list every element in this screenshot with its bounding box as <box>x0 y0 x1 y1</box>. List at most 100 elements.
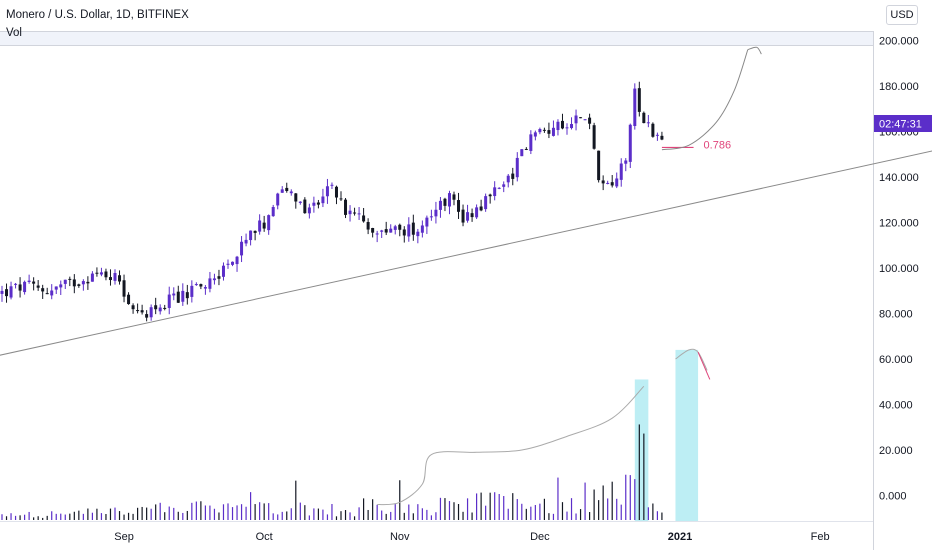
candle-body <box>651 123 655 137</box>
candle-body <box>470 213 474 218</box>
header-band <box>0 31 873 45</box>
candle-body <box>118 275 122 282</box>
candle-body <box>588 117 592 124</box>
candle-body <box>303 199 307 214</box>
candle-body <box>660 135 664 140</box>
candle-body <box>407 224 411 237</box>
candle-body <box>108 277 112 281</box>
y-tick-label: 180.000 <box>879 81 919 93</box>
volume-curve <box>377 385 645 506</box>
candle-body <box>240 241 244 256</box>
candle-body <box>475 207 479 218</box>
candle-body <box>357 213 361 215</box>
candle-body <box>583 119 587 121</box>
y-tick-label: 80.000 <box>879 309 913 321</box>
candle-body <box>99 272 103 275</box>
price-projection-curve <box>661 49 749 151</box>
candle-body <box>127 294 131 305</box>
candle-body <box>330 184 334 186</box>
candle-body <box>371 227 375 233</box>
candle-body <box>466 212 470 221</box>
candle-body <box>551 127 555 136</box>
candle-body <box>267 215 271 231</box>
candle-body <box>113 273 117 281</box>
volume-curve-arrow <box>675 348 708 371</box>
candle-body <box>95 272 99 274</box>
y-tick-label: 140.000 <box>879 172 919 184</box>
candle-body <box>36 285 40 288</box>
fib-label: 0.786 <box>704 139 732 151</box>
candle-body <box>23 281 27 293</box>
candle-body <box>592 125 596 149</box>
candle-body <box>615 178 619 187</box>
candle-body <box>601 180 605 184</box>
candle-body <box>520 149 524 157</box>
price-badge-label: 02:47:31 <box>879 119 922 131</box>
candle-body <box>50 290 54 296</box>
candle-body <box>41 288 45 292</box>
candle-body <box>221 265 225 277</box>
volume-indicator-label[interactable]: Vol <box>6 27 22 39</box>
candle-body <box>298 201 302 203</box>
candle-body <box>565 127 569 129</box>
candle-body <box>90 273 94 282</box>
price-badge <box>874 115 932 132</box>
candle-body <box>425 217 429 227</box>
candle-body <box>452 194 456 200</box>
candle-body <box>72 279 76 287</box>
candle-body <box>443 198 447 206</box>
candle-body <box>339 198 343 200</box>
candle-body <box>172 293 176 296</box>
candle-body <box>398 224 402 230</box>
candle-body <box>77 284 81 286</box>
candle-body <box>325 186 329 197</box>
candle-body <box>5 289 9 297</box>
candle-body <box>655 134 659 136</box>
y-tick-label: 20.000 <box>879 445 913 457</box>
candle-body <box>81 281 85 285</box>
candle-body <box>502 184 506 187</box>
candle-body <box>249 230 253 241</box>
candle-body <box>149 307 153 318</box>
candle-body <box>258 220 262 232</box>
candle-body <box>429 216 433 218</box>
currency-button[interactable]: USD <box>886 5 918 25</box>
y-tick-label: 200.000 <box>879 36 919 48</box>
candle-body <box>624 160 628 164</box>
candle-body <box>154 305 158 310</box>
candle-body <box>68 278 72 280</box>
candle-body <box>280 189 284 193</box>
y-tick-label: 0.000 <box>879 491 907 503</box>
candle-body <box>461 209 465 223</box>
candle-body <box>366 221 370 230</box>
candle-body <box>54 286 58 290</box>
candle-body <box>217 276 221 279</box>
candle-body <box>348 210 352 215</box>
candle-body <box>208 278 212 289</box>
candle-body <box>393 226 397 230</box>
candle-body <box>515 157 519 178</box>
symbol-title: Monero / U.S. Dollar, 1D, BITFINEX <box>6 9 189 21</box>
candle-body <box>271 207 275 217</box>
candle-body <box>307 207 311 214</box>
candle-body <box>484 196 488 210</box>
candle-body <box>375 233 379 235</box>
x-tick-label: Sep <box>114 531 134 543</box>
candle-body <box>579 117 583 119</box>
candle-body <box>542 129 546 131</box>
y-tick-label: 40.000 <box>879 400 913 412</box>
candle-body <box>289 191 293 194</box>
candle-body <box>276 193 280 206</box>
candle-body <box>646 122 650 124</box>
candle-body <box>285 187 289 191</box>
x-tick-label: Nov <box>390 531 410 543</box>
volume-curve-tip <box>697 351 711 380</box>
candle-body <box>140 310 144 313</box>
candle-body <box>529 134 533 151</box>
candle-body <box>194 284 198 286</box>
candle-body <box>570 124 574 129</box>
candle-body <box>321 196 325 204</box>
volume-highlight <box>634 379 649 521</box>
candle-body <box>9 286 13 298</box>
